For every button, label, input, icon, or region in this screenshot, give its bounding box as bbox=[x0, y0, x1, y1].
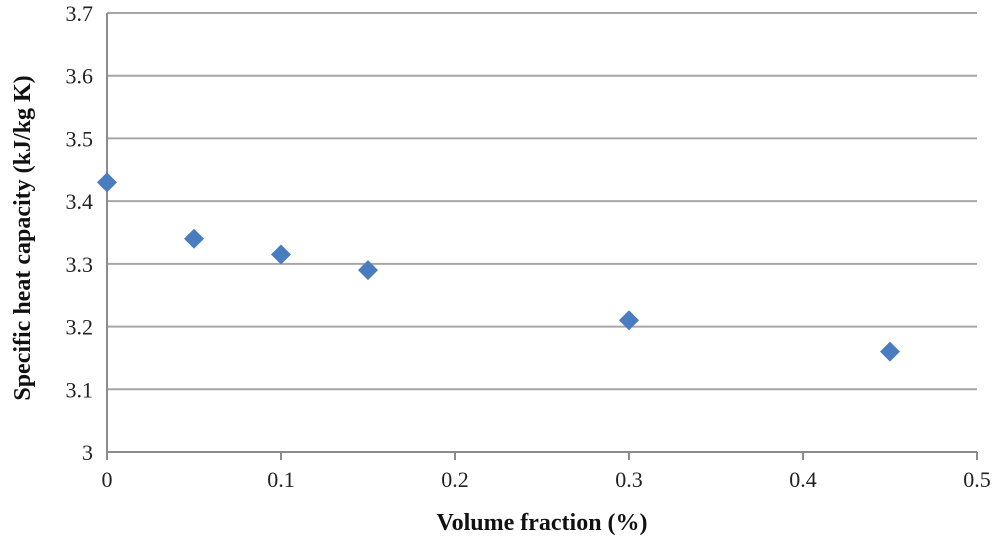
y-tick-label: 3 bbox=[82, 440, 93, 465]
x-tick-label: 0 bbox=[102, 467, 113, 492]
y-tick-label: 3.2 bbox=[66, 315, 94, 340]
x-axis-title: Volume fraction (%) bbox=[436, 510, 647, 536]
axes bbox=[106, 13, 978, 460]
data-point bbox=[97, 172, 117, 193]
data-point bbox=[619, 310, 639, 331]
y-tick-label: 3.7 bbox=[66, 1, 94, 26]
gridlines bbox=[107, 12, 977, 391]
data-point bbox=[184, 228, 204, 249]
x-tick-label: 0.1 bbox=[267, 467, 295, 492]
y-tick-label: 3.4 bbox=[66, 189, 94, 214]
data-points bbox=[97, 172, 900, 362]
data-point bbox=[271, 244, 291, 265]
y-tick-label: 3.6 bbox=[66, 64, 94, 89]
x-tick-labels: 0 0.1 0.2 0.3 0.4 0.5 bbox=[102, 467, 991, 492]
y-tick-label: 3.3 bbox=[66, 252, 94, 277]
x-tick-label: 0.3 bbox=[615, 467, 643, 492]
data-point bbox=[880, 341, 900, 362]
x-tick-label: 0.5 bbox=[963, 467, 991, 492]
y-tick-labels: 3 3.1 3.2 3.3 3.4 3.5 3.6 3.7 bbox=[66, 1, 94, 465]
y-tick-label: 3.1 bbox=[66, 377, 94, 402]
data-point bbox=[358, 260, 378, 281]
y-tick-label: 3.5 bbox=[66, 126, 94, 151]
x-tick-label: 0.2 bbox=[441, 467, 469, 492]
x-tick-label: 0.4 bbox=[789, 467, 817, 492]
y-axis-title: Specific heat capacity (kJ/kg K) bbox=[10, 75, 36, 400]
